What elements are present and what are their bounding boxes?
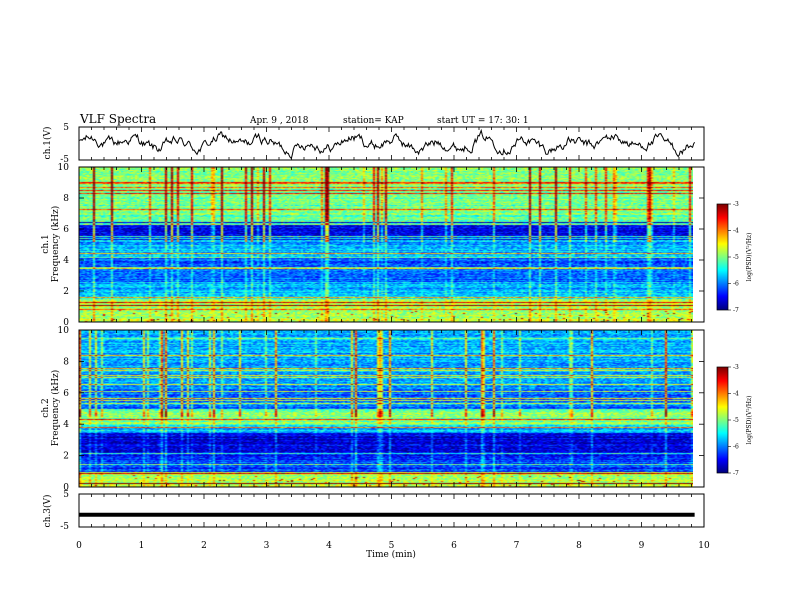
ch2-colorbar-tick-label: -5: [733, 417, 739, 424]
time-tick-label: 5: [389, 541, 395, 551]
ch2-spectrogram-ytick-label: 2: [63, 452, 69, 462]
ch1-waveform-panel: 5 -5 ch.1(V): [42, 123, 705, 165]
ch1-colorbar-ticks: -3 -4 -5 -6 -7: [728, 201, 739, 314]
ch2-spectrogram-ytick-label: 6: [63, 389, 69, 399]
time-tick-label: 10: [698, 541, 710, 551]
ch1-frequency-label: Frequency (kHz): [50, 206, 61, 283]
ch1-spectrogram-ytick-label: 10: [58, 163, 70, 173]
ch2-spectrogram-ytick-label: 4: [63, 420, 69, 430]
time-tick-label: 2: [201, 541, 207, 551]
ch1-channel-label: ch.1: [41, 234, 51, 253]
ch2-colorbar-label: log(PSD)(V²/Hz): [746, 396, 753, 445]
ch1-colorbar-tick-label: -6: [733, 281, 739, 288]
time-tick-label: 9: [639, 541, 645, 551]
ch3-ytick-bottom: -5: [60, 522, 69, 532]
ch2-colorbar: [717, 367, 728, 473]
date-label: Apr. 9 , 2018: [249, 116, 309, 126]
ch2-spectrogram-ytick-label: 8: [63, 357, 69, 367]
ch1-spectrogram-yticks: 0 2 4 6 8 10: [58, 163, 704, 328]
ch1-spectrogram-ticks: [78, 167, 705, 322]
start-ut-label: start UT = 17: 30: 1: [437, 116, 529, 126]
ch1-ytick-bottom: -5: [60, 155, 69, 165]
ch1-spectrogram-image: [79, 167, 693, 322]
time-axis-ticklabels: 0 1 2 3 4 5 6 7 8 9 10: [76, 541, 710, 551]
ch2-colorbar-ticks: -3 -4 -5 -6 -7: [728, 364, 739, 477]
ch1-waveform-ticks: [78, 127, 705, 160]
ch1-colorbar-tick-label: -4: [733, 228, 739, 235]
ch2-colorbar-tick-label: -3: [733, 364, 739, 371]
ch1-spectrogram-ytick-label: 2: [63, 287, 69, 297]
time-tick-label: 6: [451, 541, 457, 551]
ch1-waveform-line: [78, 128, 696, 160]
time-tick-label: 7: [514, 541, 520, 551]
ch3-ytick-top: 5: [63, 490, 69, 500]
time-tick-label: 3: [264, 541, 270, 551]
ch2-spectrogram-ytick-label: 10: [58, 326, 70, 336]
ch1-colorbar-tick-label: -7: [733, 307, 739, 314]
ch1-spectrogram-ytick-label: 0: [63, 318, 69, 328]
ch2-colorbar-tick-label: -4: [733, 391, 739, 398]
ch1-colorbar: [717, 204, 728, 310]
ch2-frequency-label: Frequency (kHz): [50, 370, 61, 447]
ch1-colorbar-tick-label: -3: [733, 201, 739, 208]
ch2-spectrogram-ticks: [78, 330, 705, 487]
ch1-colorbar-tick-label: -5: [733, 254, 739, 261]
time-tick-label: 1: [139, 541, 145, 551]
ch1-colorbar-label: log(PSD)(V²/Hz): [746, 233, 753, 282]
ch1-spectrogram-ytick-label: 4: [63, 256, 69, 266]
time-tick-label: 0: [76, 541, 82, 551]
ch3-waveform-ticks: [78, 494, 705, 527]
ch2-spectrogram-ytick-label: 0: [63, 483, 69, 493]
ch1-spectrogram-ytick-label: 6: [63, 225, 69, 235]
ch3-waveform-panel: 5 -5 ch.3(V) 0 1 2 3 4 5 6 7 8 9 10 Time (min): [42, 490, 710, 560]
figure-title: VLF Spectra: [79, 112, 156, 126]
ch2-channel-label: ch.2: [41, 398, 51, 417]
ch2-colorbar-tick-label: -7: [733, 470, 739, 477]
ch3-waveform-ylabel: ch.3(V): [42, 495, 53, 528]
station-label: station= KAP: [343, 116, 404, 126]
time-tick-label: 4: [326, 541, 332, 551]
time-axis-label: Time (min): [366, 549, 416, 560]
ch1-ytick-top: 5: [63, 123, 69, 133]
ch2-spectrogram-image: [79, 330, 693, 487]
ch2-spectrogram-yticks: 0 2 4 6 8 10: [58, 326, 704, 493]
time-tick-label: 8: [576, 541, 582, 551]
ch2-colorbar-tick-label: -6: [733, 444, 739, 451]
ch1-spectrogram-ytick-label: 8: [63, 194, 69, 204]
ch1-waveform-ylabel: ch.1(V): [42, 127, 53, 160]
